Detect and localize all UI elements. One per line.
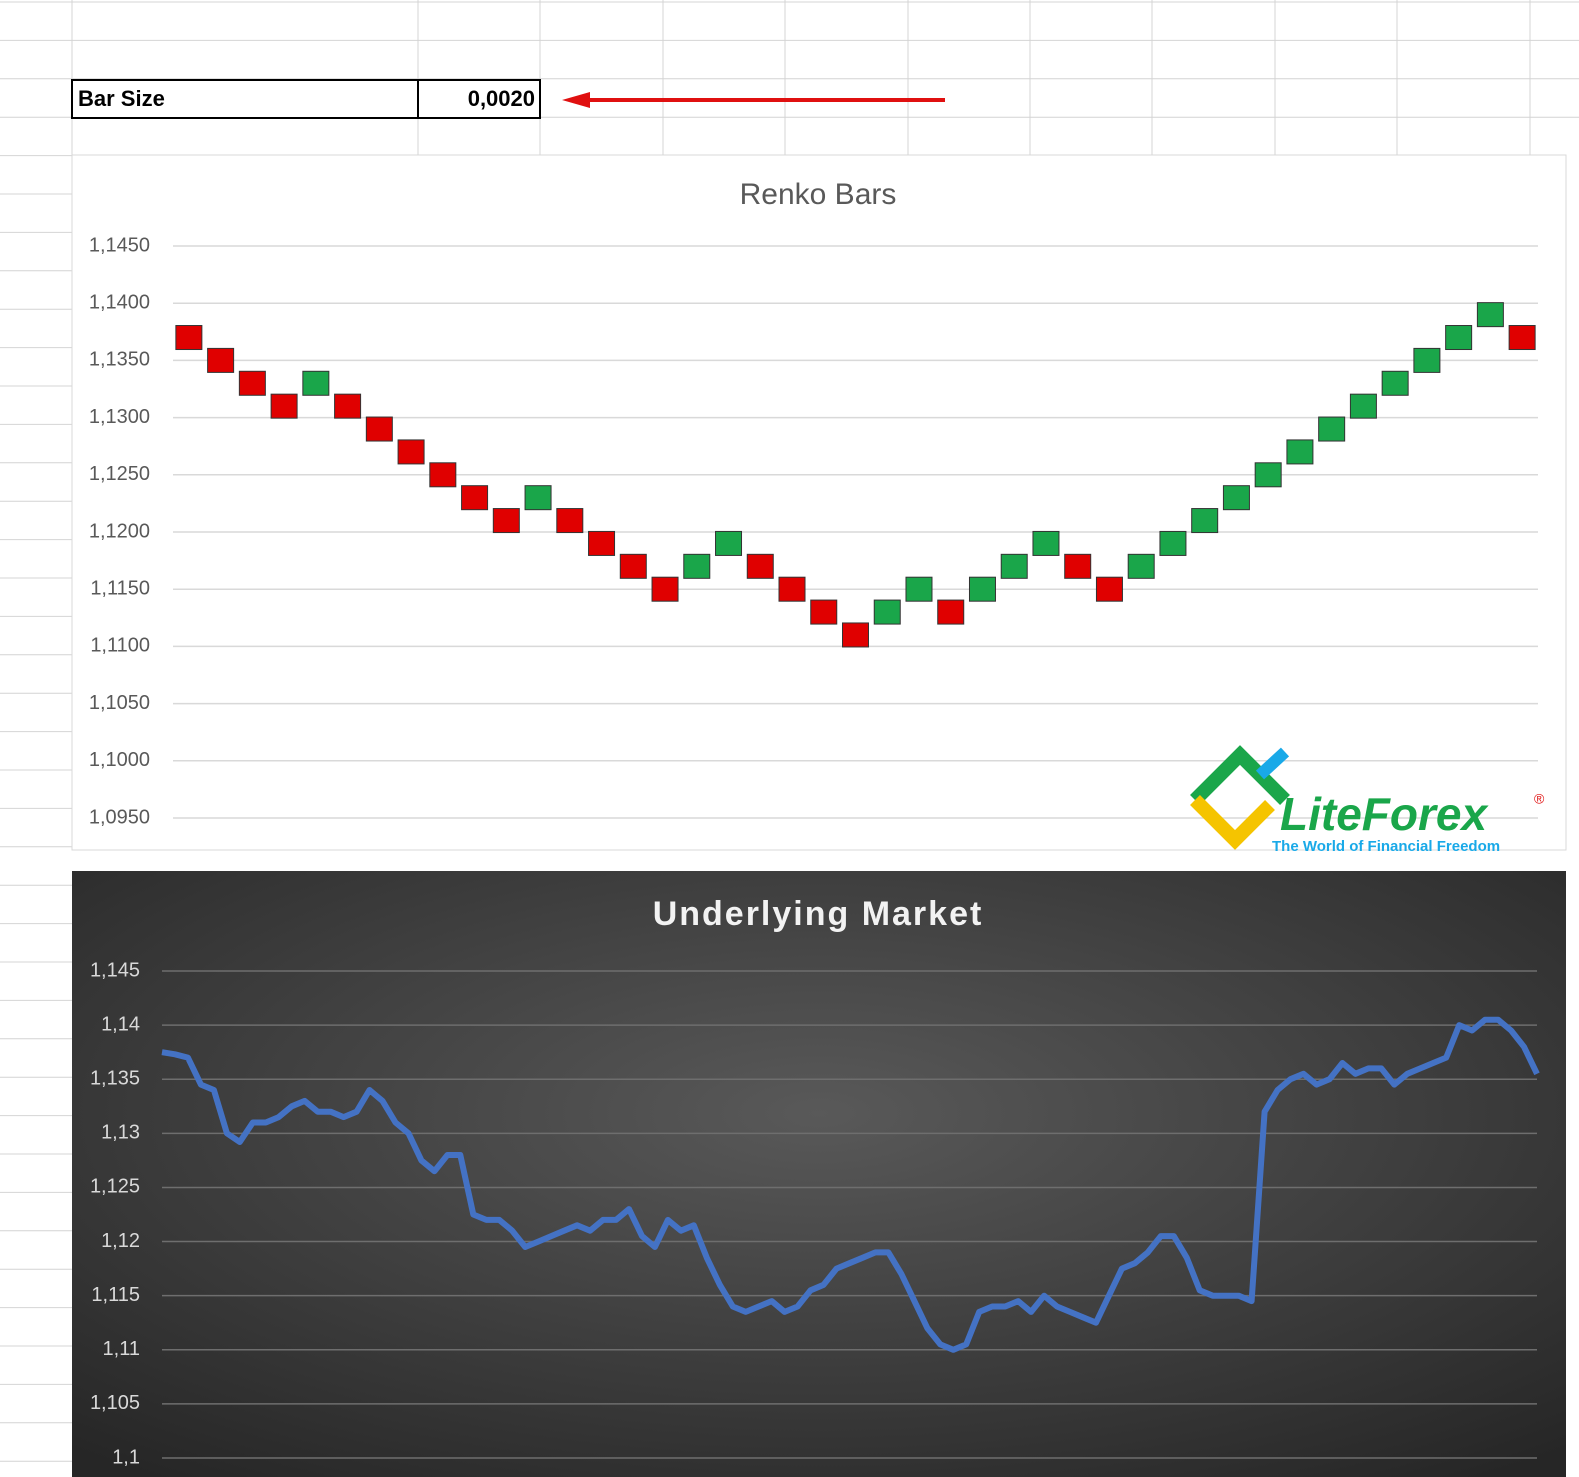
renko-brick (524, 485, 552, 511)
renko-brick (937, 599, 965, 625)
chart-title: Renko Bars (740, 178, 897, 211)
renko-brick (1191, 508, 1219, 534)
renko-brick (968, 576, 996, 602)
logo-name: LiteForex (1280, 788, 1489, 840)
renko-brick (492, 508, 520, 534)
y-tick-label: 1,1 (112, 1446, 140, 1468)
renko-brick (1254, 462, 1282, 488)
renko-brick (429, 462, 457, 488)
y-tick-label: 1,11 (103, 1338, 140, 1360)
y-tick-label: 1,0950 (89, 806, 150, 828)
chart-title: Underlying Market (653, 895, 984, 933)
renko-brick (1032, 530, 1060, 556)
renko-chart: Renko Bars 1,1450 1,1400 1,1350 1,1300 1,125… (89, 178, 1538, 828)
renko-brick (778, 576, 806, 602)
renko-brick (1159, 530, 1187, 556)
arrow-head (562, 92, 590, 108)
renko-brick (175, 325, 203, 351)
y-tick-label: 1,115 (91, 1284, 140, 1306)
cell-value: 0,0020 (468, 86, 535, 111)
renko-brick (1445, 325, 1473, 351)
renko-brick (397, 439, 425, 465)
renko-brick (619, 553, 647, 579)
renko-brick (302, 370, 330, 396)
logo-tick (1255, 747, 1290, 780)
cell-label: Bar Size (78, 86, 165, 111)
renko-brick (746, 553, 774, 579)
renko-brick (1318, 416, 1346, 442)
renko-brick (842, 622, 869, 648)
renko-brick (1413, 347, 1441, 373)
renko-panel (71, 154, 1567, 851)
y-tick-label: 1,12 (101, 1230, 140, 1252)
renko-brick (1286, 439, 1314, 465)
renko-brick (715, 530, 743, 556)
y-tick-label: 1,145 (90, 959, 140, 981)
y-tick-label: 1,1150 (90, 577, 150, 599)
logo-roof (1190, 745, 1290, 805)
renko-brick (1064, 553, 1092, 579)
logo-base (1190, 795, 1275, 850)
renko-brick (207, 347, 235, 373)
value-cell[interactable] (417, 79, 541, 119)
renko-brick (1222, 485, 1250, 511)
renko-brick (1127, 553, 1155, 579)
renko-brick (1476, 302, 1504, 328)
logo-tagline: The World of Financial Freedom (1272, 838, 1500, 855)
y-tick-label: 1,1100 (90, 635, 150, 657)
y-tick-label: 1,1000 (89, 749, 150, 771)
y-tick-label: 1,1400 (89, 291, 150, 313)
y-tick-label: 1,125 (90, 1176, 140, 1198)
market-chart: Underlying Market 1,145 1,14 1,135 1,13 1,12… (90, 895, 1540, 1468)
y-tick-label: 1,135 (90, 1068, 140, 1090)
renko-brick (905, 576, 933, 602)
y-tick-label: 1,14 (101, 1013, 140, 1035)
renko-brick (238, 370, 266, 396)
y-tick-label: 1,1300 (89, 406, 150, 428)
logo: LiteForex ® The World of Financial Freed… (1190, 745, 1545, 855)
y-tick-label: 1,1450 (89, 234, 150, 256)
price-line (161, 1016, 1540, 1353)
renko-brick (873, 599, 901, 625)
renko-brick (1508, 325, 1536, 351)
renko-brick (461, 485, 489, 511)
renko-brick (1381, 370, 1409, 396)
logo-mark: ® (1534, 791, 1545, 807)
renko-brick (651, 576, 679, 602)
y-tick-label: 1,13 (101, 1122, 140, 1144)
y-tick-label: 1,1050 (89, 692, 150, 714)
renko-brick (1095, 576, 1123, 602)
y-tick-label: 1,105 (90, 1392, 140, 1414)
y-tick-label: 1,1350 (89, 349, 150, 371)
market-panel (72, 871, 1566, 1477)
y-tick-label: 1,1250 (89, 463, 150, 485)
renko-brick (556, 508, 584, 534)
renko-brick (588, 530, 616, 556)
renko-brick (683, 553, 711, 579)
renko-brick (334, 393, 362, 419)
renko-brick (1349, 393, 1377, 419)
renko-brick (810, 599, 838, 625)
renko-brick (1000, 553, 1028, 579)
y-tick-label: 1,1200 (89, 520, 150, 542)
renko-brick (270, 393, 298, 419)
renko-brick (365, 416, 393, 442)
